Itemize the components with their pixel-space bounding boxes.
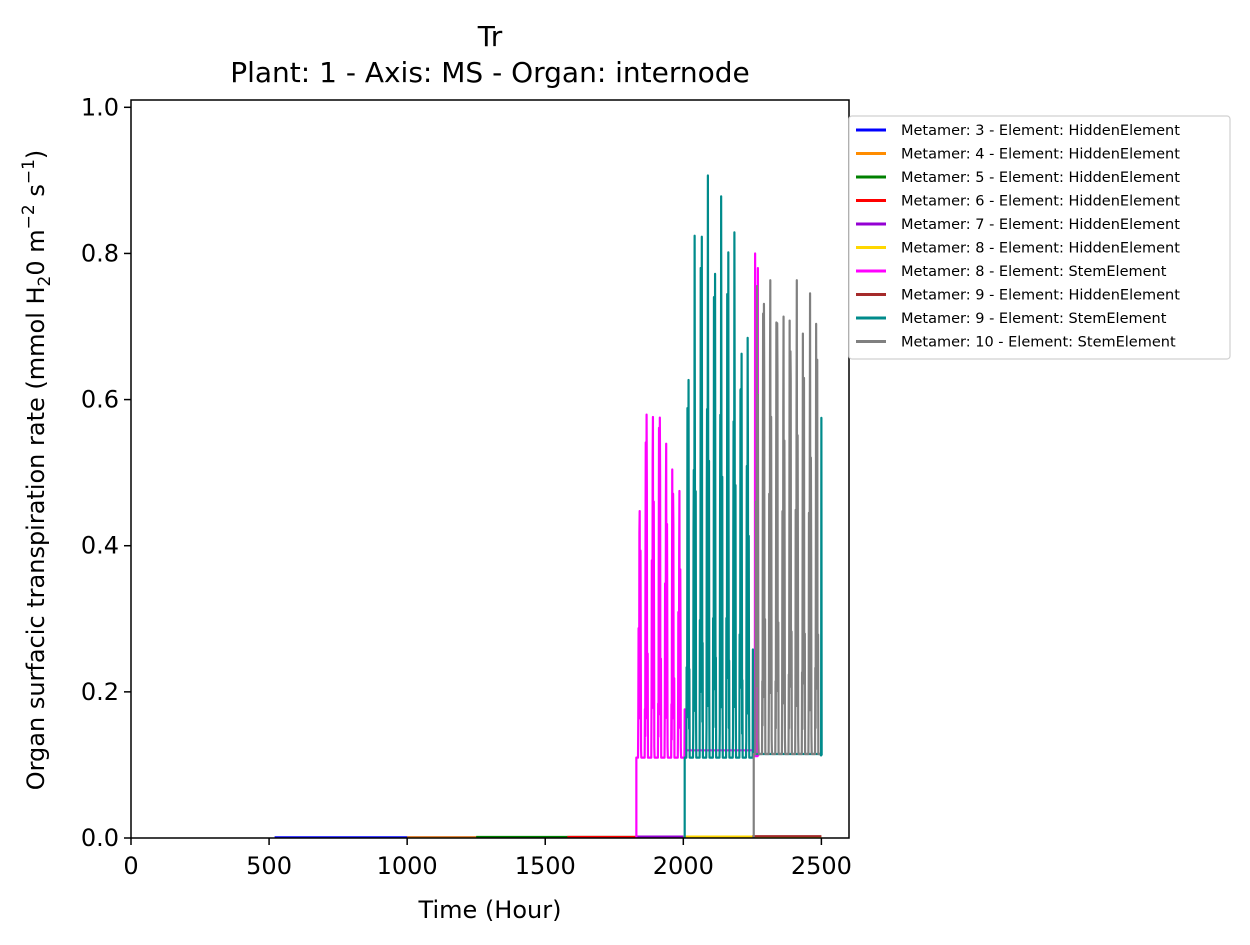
chart-title: Tr — [477, 20, 503, 53]
chart-subtitle: Plant: 1 - Axis: MS - Organ: internode — [230, 56, 750, 89]
legend-label: Metamer: 10 - Element: StemElement — [901, 335, 1176, 351]
legend-label: Metamer: 9 - Element: StemElement — [901, 311, 1167, 327]
legend-label: Metamer: 6 - Element: HiddenElement — [901, 194, 1180, 210]
plot-area-frame — [130, 99, 850, 839]
x-axis: 0 500 1000 1500 2000 2500 — [123, 838, 852, 880]
legend-label: Metamer: 4 - Element: HiddenElement — [901, 147, 1180, 163]
legend-box — [848, 115, 1231, 360]
y-tick-label: 0.2 — [81, 678, 119, 706]
x-tick-label: 2000 — [653, 852, 714, 880]
series-line — [752, 279, 821, 838]
legend-label: Metamer: 7 - Element: HiddenElement — [901, 217, 1180, 233]
legend-label: Metamer: 9 - Element: HiddenElement — [901, 288, 1180, 304]
x-tick-label: 1000 — [377, 852, 438, 880]
x-tick-label: 500 — [246, 852, 292, 880]
legend: Metamer: 3 - Element: HiddenElement Metam… — [848, 115, 1231, 360]
y-tick-label: 1.0 — [81, 93, 119, 121]
y-tick-label: 0.6 — [81, 386, 119, 414]
y-axis: 0.0 0.2 0.4 0.6 0.8 1.0 — [81, 93, 131, 852]
y-tick-label: 0.8 — [81, 239, 119, 267]
x-tick-label: 1500 — [515, 852, 576, 880]
y-tick-label: 0.4 — [81, 532, 119, 560]
legend-label: Metamer: 5 - Element: HiddenElement — [901, 170, 1180, 186]
series-line — [635, 252, 760, 838]
series-line — [683, 174, 823, 838]
y-axis-label: Organ surfacic transpiration rate (mmol … — [19, 150, 55, 791]
x-tick-label: 2500 — [791, 852, 852, 880]
legend-label: Metamer: 8 - Element: HiddenElement — [901, 241, 1180, 257]
y-tick-label: 0.0 — [81, 824, 119, 852]
legend-label: Metamer: 3 - Element: HiddenElement — [901, 123, 1180, 139]
series-layer — [274, 174, 823, 838]
x-axis-label: Time (Hour) — [418, 896, 562, 924]
x-tick-label: 0 — [123, 852, 138, 880]
legend-label: Metamer: 8 - Element: StemElement — [901, 264, 1167, 280]
